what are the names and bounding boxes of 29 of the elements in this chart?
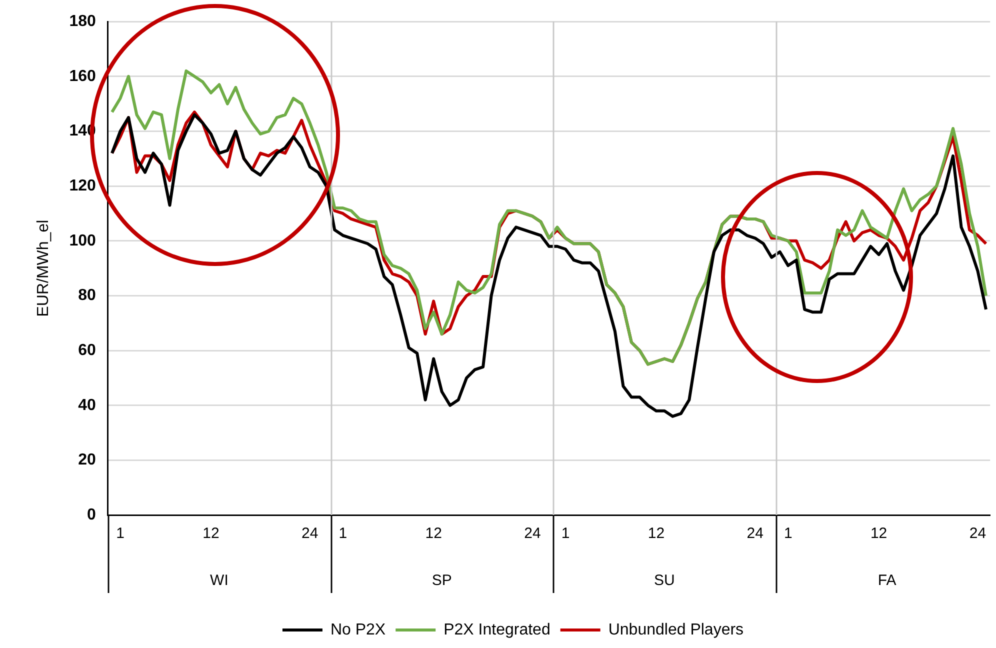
y-tick-label: 160 [69, 68, 96, 85]
legend-label: P2X Integrated [444, 621, 550, 638]
legend-label: No P2X [330, 621, 386, 638]
y-tick-label: 40 [78, 396, 96, 414]
y-tick-label: 180 [69, 13, 96, 30]
x-tick-label: 24 [524, 525, 541, 542]
legend-label: Unbundled Players [608, 621, 744, 638]
x-tick-label: 12 [870, 525, 888, 542]
text: SU [654, 572, 675, 590]
x-tick-label: 1 [561, 525, 570, 542]
y-tick-label: 100 [69, 232, 96, 250]
y-tick-label: 120 [69, 177, 96, 194]
text: WI [210, 572, 228, 590]
x-tick-label: 24 [302, 525, 318, 542]
x-tick-label: 24 [969, 525, 986, 542]
y-tick-label: 80 [78, 287, 96, 304]
y-axis-title: EUR/MWh_el [35, 220, 52, 317]
y-tick-label: 60 [78, 342, 96, 359]
x-tick-label: 12 [648, 525, 665, 542]
text: SP [432, 572, 452, 590]
x-tick-label: 12 [425, 525, 442, 542]
y-tick-label: 20 [78, 452, 96, 469]
x-tick-label: 1 [338, 525, 348, 542]
x-tick-label: 24 [746, 525, 764, 542]
x-tick-label: 12 [202, 525, 220, 542]
x-tick-label: 1 [116, 525, 124, 542]
text: FA [878, 572, 896, 590]
x-tick-label: 1 [784, 525, 792, 542]
y-tick-label: 0 [86, 506, 96, 524]
